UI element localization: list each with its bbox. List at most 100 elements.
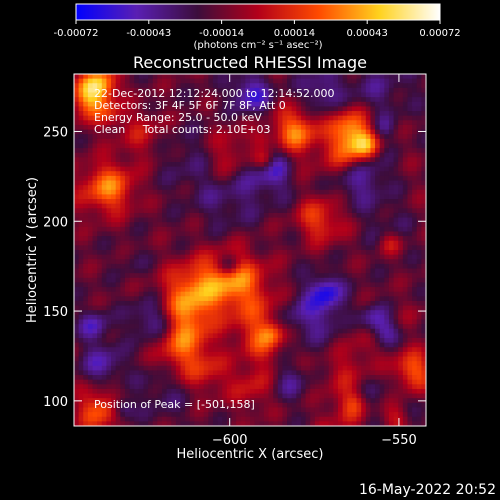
heatmap-cell: [351, 111, 357, 117]
heatmap-cell: [148, 143, 154, 149]
heatmap-cell: [134, 203, 140, 209]
heatmap-cell: [379, 171, 385, 177]
heatmap-cell: [185, 212, 191, 218]
heatmap-cell: [115, 97, 121, 103]
heatmap-cell: [111, 300, 117, 306]
heatmap-cell: [328, 310, 334, 316]
heatmap-cell: [402, 240, 408, 246]
heatmap-cell: [162, 305, 168, 311]
heatmap-cell: [282, 263, 288, 269]
heatmap-cell: [370, 78, 376, 84]
heatmap-cell: [175, 310, 181, 316]
heatmap-cell: [194, 74, 200, 80]
heatmap-cell: [259, 157, 265, 163]
heatmap-cell: [347, 78, 353, 84]
heatmap-cell: [217, 375, 223, 381]
heatmap-cell: [185, 240, 191, 246]
heatmap-cell: [231, 87, 237, 93]
heatmap-cell: [296, 78, 302, 84]
heatmap-cell: [83, 291, 89, 297]
heatmap-cell: [217, 361, 223, 367]
heatmap-cell: [152, 78, 158, 84]
heatmap-cell: [129, 74, 135, 80]
heatmap-cell: [231, 106, 237, 112]
heatmap-cell: [203, 245, 209, 251]
heatmap-cell: [217, 277, 223, 283]
heatmap-cell: [287, 157, 293, 163]
heatmap-cell: [226, 175, 232, 181]
heatmap-cell: [194, 148, 200, 154]
heatmap-cell: [351, 138, 357, 144]
heatmap-cell: [83, 250, 89, 256]
heatmap-cell: [120, 314, 126, 320]
heatmap-cell: [78, 287, 84, 293]
heatmap-cell: [379, 175, 385, 181]
heatmap-cell: [124, 273, 130, 279]
heatmap-cell: [78, 199, 84, 205]
heatmap-cell: [273, 338, 279, 344]
heatmap-cell: [134, 162, 140, 168]
heatmap-cell: [138, 138, 144, 144]
heatmap-cell: [106, 291, 112, 297]
heatmap-cell: [361, 175, 367, 181]
heatmap-cell: [157, 250, 163, 256]
heatmap-cell: [74, 263, 80, 269]
heatmap-cell: [124, 175, 130, 181]
heatmap-cell: [342, 83, 348, 89]
heatmap-cell: [92, 203, 98, 209]
heatmap-cell: [328, 74, 334, 80]
heatmap-cell: [212, 120, 218, 126]
heatmap-cell: [310, 319, 316, 325]
heatmap-cell: [245, 291, 251, 297]
heatmap-cell: [300, 87, 306, 93]
heatmap-cell: [393, 319, 399, 325]
heatmap-cell: [83, 78, 89, 84]
heatmap-cell: [416, 92, 422, 98]
heatmap-cell: [407, 254, 413, 260]
heatmap-cell: [250, 101, 256, 107]
heatmap-cell: [203, 120, 209, 126]
heatmap-cell: [185, 199, 191, 205]
heatmap-cell: [208, 199, 214, 205]
heatmap-cell: [407, 138, 413, 144]
heatmap-cell: [245, 259, 251, 265]
heatmap-cell: [421, 180, 426, 186]
heatmap-cell: [222, 97, 228, 103]
heatmap-cell: [231, 245, 237, 251]
heatmap-cell: [78, 120, 84, 126]
heatmap-cell: [157, 92, 163, 98]
heatmap-cell: [74, 87, 80, 93]
heatmap-cell: [338, 273, 344, 279]
heatmap-cell: [92, 148, 98, 154]
heatmap-cell: [277, 97, 283, 103]
heatmap-cell: [356, 338, 362, 344]
heatmap-cell: [74, 111, 80, 117]
heatmap-cell: [291, 250, 297, 256]
heatmap-cell: [180, 226, 186, 232]
heatmap-cell: [263, 259, 269, 265]
heatmap-cell: [189, 333, 195, 339]
heatmap-cell: [398, 291, 404, 297]
heatmap-cell: [171, 365, 177, 371]
heatmap-cell: [97, 338, 103, 344]
heatmap-cell: [138, 171, 144, 177]
heatmap-cell: [203, 287, 209, 293]
heatmap-cell: [92, 245, 98, 251]
heatmap-cell: [148, 291, 154, 297]
heatmap-cell: [175, 83, 181, 89]
heatmap-cell: [319, 143, 325, 149]
heatmap-cell: [342, 87, 348, 93]
heatmap-cell: [393, 101, 399, 107]
heatmap-cell: [412, 328, 418, 334]
heatmap-cell: [115, 111, 121, 117]
heatmap-cell: [416, 212, 422, 218]
heatmap-cell: [212, 361, 218, 367]
heatmap-cell: [185, 324, 191, 330]
heatmap-cell: [143, 106, 149, 112]
heatmap-cell: [356, 171, 362, 177]
heatmap-cell: [245, 347, 251, 353]
heatmap-cell: [111, 259, 117, 265]
heatmap-cell: [365, 338, 371, 344]
heatmap-cell: [282, 97, 288, 103]
heatmap-cell: [379, 351, 385, 357]
